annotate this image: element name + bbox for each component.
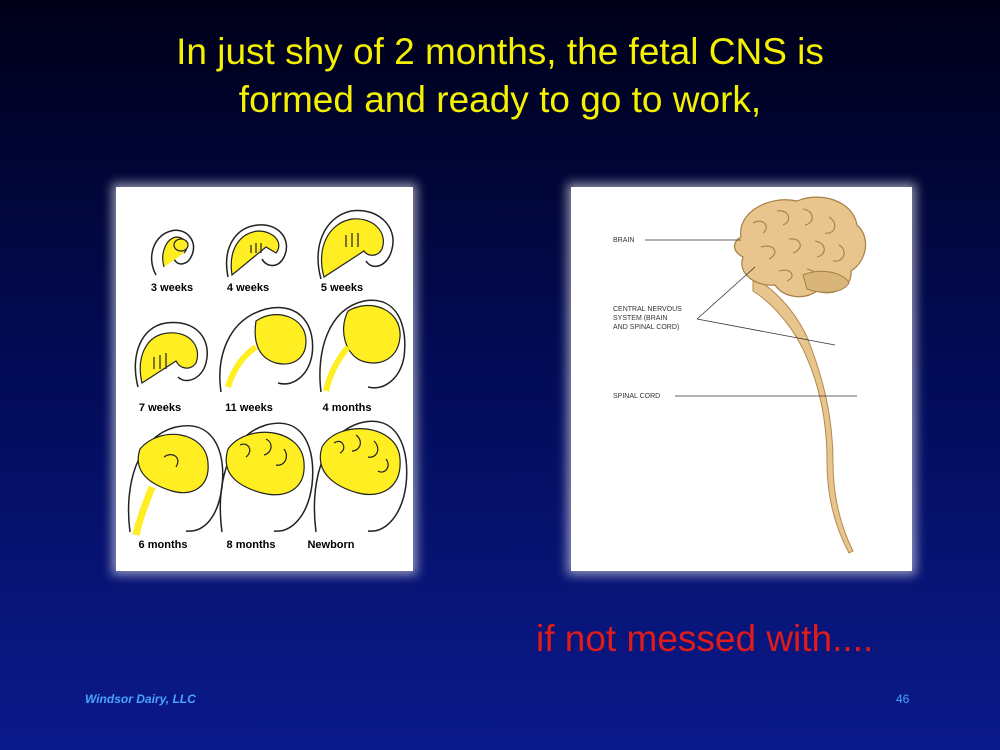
embryo-5-weeks	[317, 209, 394, 280]
caption-6-months: 6 months	[138, 539, 188, 551]
embryo-3-weeks	[150, 229, 195, 276]
fetal-development-figure: 3 weeks 4 weeks 5 weeks 7 weeks 11 weeks…	[116, 187, 413, 571]
spinal-cord-shape	[752, 276, 854, 554]
development-illustration	[127, 209, 408, 536]
footer-company: Windsor Dairy, LLC	[85, 692, 196, 706]
label-spinal-cord: SPINAL CORD	[613, 393, 661, 400]
title-line-1: In just shy of 2 months, the fetal CNS i…	[176, 31, 824, 72]
label-cns: CENTRAL NERVOUS SYSTEM (BRAIN AND SPINAL…	[613, 305, 682, 332]
caption-4-months: 4 months	[322, 402, 372, 414]
label-cns-line-1: CENTRAL NERVOUS	[613, 306, 682, 313]
caption-11-weeks: 11 weeks	[225, 402, 273, 414]
fetus-11-weeks	[219, 306, 314, 393]
brain-shape	[733, 196, 867, 298]
fetus-6-months	[127, 424, 224, 536]
cns-diagram: BRAIN CENTRAL NERVOUS SYSTEM (BRAIN AND …	[571, 187, 912, 571]
newborn	[313, 420, 408, 533]
caption-3-weeks: 3 weeks	[150, 282, 194, 294]
slide-title: In just shy of 2 months, the fetal CNS i…	[0, 28, 1000, 124]
title-line-2: formed and ready to go to work,	[238, 79, 762, 120]
warning-text: if not messed with....	[536, 618, 874, 659]
label-cns-line-2: SYSTEM (BRAIN	[613, 315, 668, 322]
caption-newborn: Newborn	[307, 539, 355, 551]
caption-7-weeks: 7 weeks	[138, 402, 182, 414]
cns-illustration	[645, 196, 867, 554]
label-brain: BRAIN	[613, 237, 635, 244]
caption-5-weeks: 5 weeks	[320, 282, 364, 294]
slide-number: 46	[896, 692, 910, 706]
caption-8-months: 8 months	[226, 539, 276, 551]
fetus-4-months	[319, 299, 406, 393]
fetus-7-weeks	[134, 321, 208, 388]
label-cns-line-3: AND SPINAL CORD)	[613, 324, 680, 331]
caption-4-weeks: 4 weeks	[226, 282, 270, 294]
embryo-4-weeks	[225, 224, 288, 278]
fetus-8-months	[219, 422, 314, 533]
